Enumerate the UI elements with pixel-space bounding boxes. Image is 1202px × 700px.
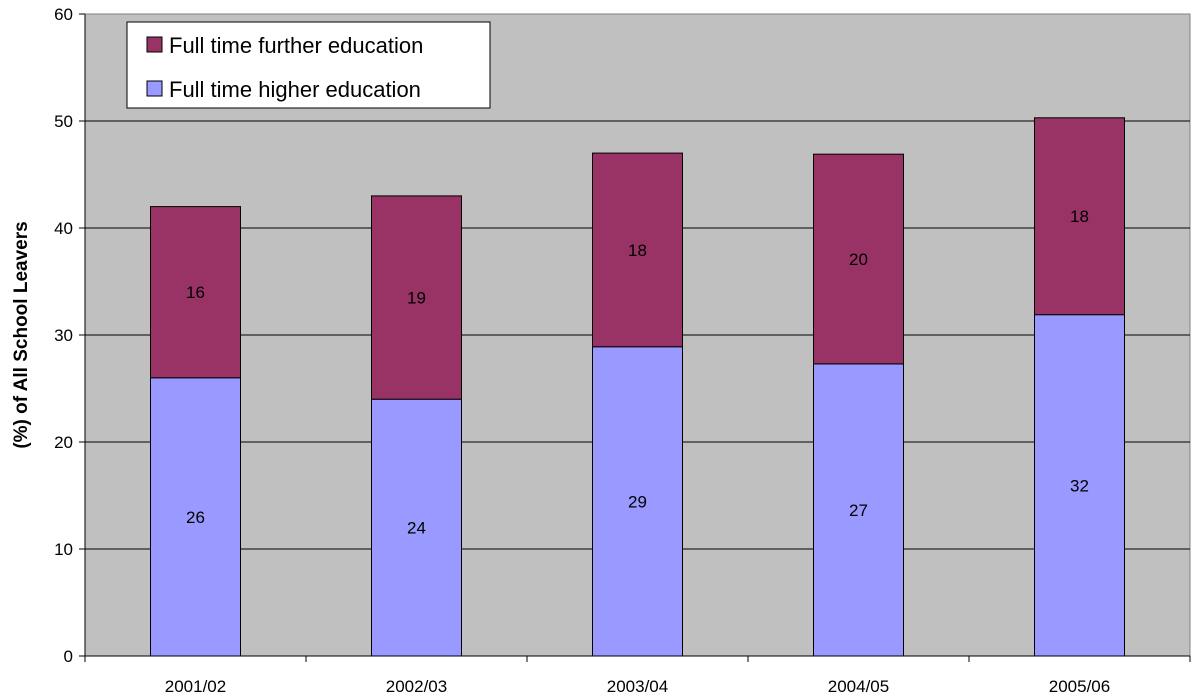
- x-tick-label-2005-06: 2005/06: [1049, 677, 1110, 696]
- y-axis-title: (%) of All School Leavers: [11, 221, 32, 448]
- legend-label-further-education: Full time further education: [169, 33, 423, 58]
- bars: [150, 117, 1125, 657]
- data-label-full-time-higher-education-2003-04: 29: [628, 492, 647, 511]
- x-tick-label-2002-03: 2002/03: [386, 677, 447, 696]
- data-label-full-time-further-education-2003-04: 18: [628, 241, 647, 260]
- legend-label-higher-education: Full time higher education: [169, 77, 421, 102]
- x-tick-label-2001-02: 2001/02: [165, 677, 226, 696]
- y-tick-label-0: 0: [64, 647, 73, 666]
- bar-full-time-higher-education-2005-06: [1034, 314, 1125, 657]
- y-tick-labels: 0 10 20 30 40 50 60: [54, 5, 73, 666]
- legend-swatch-further-education: [146, 36, 163, 53]
- data-label-full-time-higher-education-2004-05: 27: [849, 501, 868, 520]
- bar-full-time-higher-education-2004-05: [813, 363, 904, 657]
- bar-full-time-further-education-2004-05: [813, 153, 904, 365]
- y-tick-label-30: 30: [54, 326, 73, 345]
- bar-full-time-further-education-2001-02: [150, 206, 241, 379]
- bar-full-time-further-education-2002-03: [371, 195, 462, 400]
- axes: [79, 13, 1191, 662]
- data-label-full-time-higher-education-2001-02: 26: [186, 508, 205, 527]
- y-tick-label-60: 60: [54, 5, 73, 24]
- y-tick-label-10: 10: [54, 540, 73, 559]
- data-label-full-time-further-education-2002-03: 19: [407, 289, 426, 308]
- bar-full-time-further-education-2005-06: [1034, 117, 1125, 316]
- data-labels: 26 16 24 19 29 18 27 20 32 18: [186, 207, 1089, 537]
- bar-full-time-further-education-2003-04: [592, 152, 683, 348]
- x-tick-label-2003-04: 2003/04: [607, 677, 668, 696]
- y-tick-label-40: 40: [54, 219, 73, 238]
- data-label-full-time-further-education-2004-05: 20: [849, 250, 868, 269]
- legend-swatch-higher-education: [146, 80, 163, 97]
- x-tick-labels: 2001/02 2002/03 2003/04 2004/05 2005/06: [165, 677, 1110, 696]
- x-tick-label-2004-05: 2004/05: [828, 677, 889, 696]
- data-label-full-time-higher-education-2005-06: 32: [1070, 476, 1089, 495]
- legend: Full time further education Full time hi…: [126, 21, 491, 109]
- data-label-full-time-further-education-2005-06: 18: [1070, 207, 1089, 226]
- y-tick-label-50: 50: [54, 112, 73, 131]
- y-tick-label-20: 20: [54, 433, 73, 452]
- legend-box: [126, 21, 491, 109]
- data-label-full-time-further-education-2001-02: 16: [186, 283, 205, 302]
- data-label-full-time-higher-education-2002-03: 24: [407, 519, 426, 538]
